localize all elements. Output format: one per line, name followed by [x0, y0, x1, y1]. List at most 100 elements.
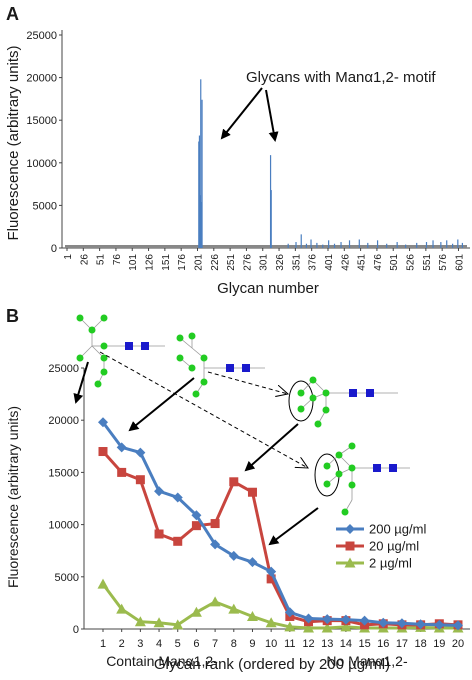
mannose-icon — [94, 380, 102, 388]
data-point — [191, 521, 201, 531]
x-tick-label: 3 — [137, 638, 143, 650]
y-tick-label: 10000 — [26, 158, 57, 170]
y-tick-label: 25000 — [26, 30, 57, 42]
data-point — [135, 447, 146, 458]
data-point — [396, 618, 407, 629]
y-tick-label: 0 — [51, 243, 57, 255]
mannose-icon — [200, 354, 208, 362]
bar — [348, 240, 351, 248]
x-tick-label: 51 — [96, 254, 107, 266]
bar — [295, 242, 297, 248]
mannose-icon — [335, 470, 343, 478]
bar — [396, 242, 398, 248]
point-arrow — [73, 361, 89, 404]
bar — [269, 155, 272, 248]
data-point — [116, 442, 127, 453]
data-point — [340, 621, 352, 632]
bar — [200, 79, 202, 248]
x-tick-label: 10 — [265, 638, 277, 650]
glcnac-icon — [242, 364, 250, 372]
mannose-icon — [335, 451, 343, 459]
x-tick-label: 526 — [406, 254, 417, 271]
glcnac-icon — [125, 342, 133, 350]
data-point — [415, 619, 426, 630]
data-point — [154, 486, 165, 497]
glcnac-icon — [226, 364, 234, 372]
bar — [300, 234, 302, 248]
mannose-icon — [76, 314, 84, 322]
x-tick-label: 6 — [193, 638, 199, 650]
panel-a-annotation: Glycans with Manα1,2- motif — [246, 69, 436, 86]
y-tick-label: 0 — [73, 624, 79, 636]
glycan-structure-3 — [300, 379, 398, 425]
bar — [425, 242, 428, 248]
mannose-icon — [176, 354, 184, 362]
mannose-icon — [297, 389, 305, 397]
mannose-icon — [348, 464, 356, 472]
mannose-icon — [322, 406, 330, 414]
mannose-icon — [188, 364, 196, 372]
bar — [310, 239, 312, 248]
glycan-structures — [73, 314, 410, 546]
bar — [358, 239, 360, 248]
legend-label: 200 µg/ml — [369, 522, 426, 537]
bar — [440, 242, 442, 248]
point-arrow — [244, 423, 299, 472]
mannose-icon — [309, 376, 317, 384]
mannose-icon — [348, 442, 356, 450]
data-point — [229, 477, 239, 487]
bar — [367, 242, 369, 248]
point-arrow — [128, 377, 195, 432]
mannose-icon — [100, 342, 108, 350]
bar — [270, 190, 272, 248]
dashed-link-arrow — [99, 351, 308, 468]
bar — [432, 240, 434, 248]
mannose-icon — [322, 389, 330, 397]
x-tick-label: 426 — [340, 254, 351, 271]
bar — [287, 243, 289, 248]
panel-a-y-ticks: 0 5000 10000 15000 20000 25000 — [26, 30, 62, 255]
data-point — [97, 578, 109, 589]
x-tick-label: 1 — [100, 638, 106, 650]
bar — [198, 141, 200, 248]
data-point — [173, 536, 183, 546]
data-point — [134, 616, 146, 627]
glycan-structure-4-nodes — [323, 442, 397, 516]
legend-item: 20 µg/ml — [336, 539, 419, 554]
data-point — [209, 596, 221, 607]
x-tick-label: 501 — [389, 254, 400, 271]
data-point — [228, 603, 240, 614]
data-point — [98, 417, 108, 428]
bar — [452, 243, 454, 248]
data-point — [190, 606, 202, 617]
data-point — [191, 510, 202, 521]
bar — [199, 195, 201, 248]
data-point — [117, 467, 127, 477]
x-tick-label: 15 — [358, 638, 370, 650]
x-tick-label: 476 — [373, 254, 384, 271]
x-tick-label: 18 — [415, 638, 427, 650]
x-tick-label: 401 — [324, 254, 335, 271]
data-point — [98, 447, 108, 457]
data-point — [453, 620, 463, 631]
bar — [457, 239, 459, 248]
x-tick-label: 251 — [226, 254, 237, 271]
x-tick-label: 151 — [161, 254, 172, 271]
x-tick-label: 12 — [302, 638, 314, 650]
data-point — [210, 519, 220, 529]
panel-b-legend: 200 µg/ml 20 µg/ml 2 µg/ml — [336, 522, 426, 571]
x-tick-label: 126 — [145, 254, 156, 271]
mannose-icon — [348, 481, 356, 489]
panel-b-x-axis-label: Glycan rank (ordered by 200 µg/ml) — [154, 656, 390, 673]
data-point — [345, 524, 355, 534]
mannose-icon — [192, 390, 200, 398]
mannose-icon — [314, 420, 322, 428]
bar — [446, 240, 448, 248]
y-tick-label: 5000 — [33, 200, 57, 212]
mannose-icon — [341, 508, 349, 516]
point-arrow — [268, 507, 319, 546]
x-tick-label: 20 — [452, 638, 464, 650]
mannose-icon — [100, 354, 108, 362]
panel-a-x-axis-label: Glycan number — [217, 280, 319, 297]
